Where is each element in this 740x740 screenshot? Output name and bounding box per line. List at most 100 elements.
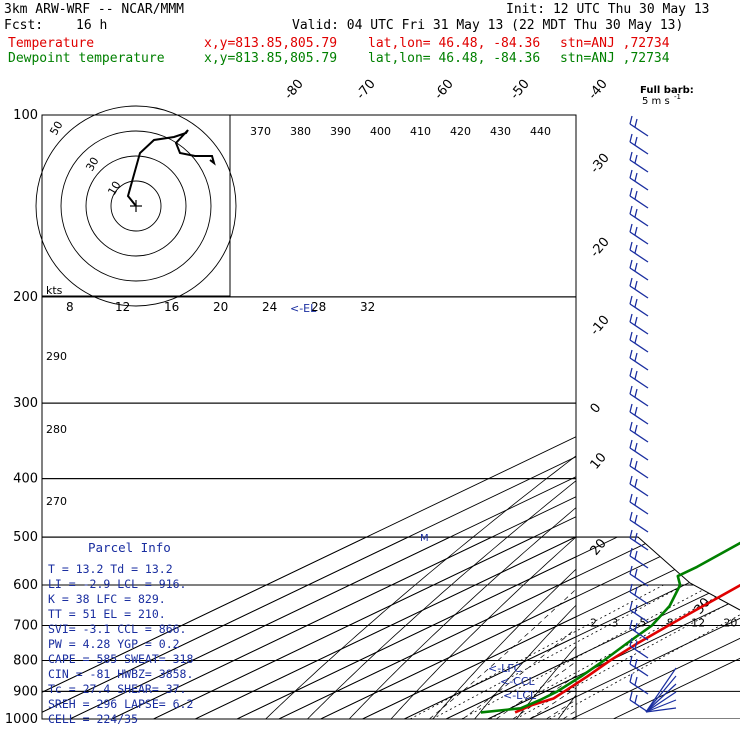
wind-barb-flag [629,205,633,215]
mixing-ratio-line [461,584,713,719]
wind-barb-staff [629,123,649,137]
moist-adiabat [580,297,740,719]
isotherm-label: -40 [586,77,611,103]
wind-barb-flag [629,259,633,269]
pressure-tick-label: 800 [13,653,38,668]
isotherm [236,537,740,719]
pressure-tick-label: 900 [13,684,38,699]
wind-barb-flag [629,331,633,341]
moist-adiabat [495,661,576,719]
parcel-info-row: K = 38 LFC = 829. [48,592,166,606]
hodograph-units: kts [46,284,63,297]
wind-barb-staff [629,159,649,173]
isotherm [320,537,740,719]
forecast-hour: 16 h [76,18,108,33]
wind-barb-staff [629,645,649,659]
panel-frames [41,114,740,720]
wind-barb-staff [629,375,649,389]
wind-barb-flag [629,601,633,611]
wind-barb-flag [634,370,638,380]
sounding-traces [480,541,740,714]
wind-barb-flag [634,280,638,290]
wind-barb-flag [634,496,638,506]
wind-barb-flag [629,151,633,161]
wind-barb-staff [629,501,649,515]
wind-barb-staff [629,231,649,245]
wind-barb-flag [634,262,638,272]
theta-label: 290 [46,350,67,363]
wind-barb-flag [634,388,638,398]
wind-barb-staff [629,627,649,641]
isotherm [195,537,740,719]
surface-barb [645,699,677,713]
wind-barb [629,187,649,209]
isotherm-label: -70 [354,77,379,103]
isotherm [278,537,740,719]
wind-barb-staff [629,195,649,209]
init-time: Init: 12 UTC Thu 30 May 13 [506,2,710,17]
pressure-tick-label: 600 [13,578,38,593]
wind-barb-staff [629,393,649,407]
dry-adiabat [474,604,576,719]
forecast-label: Fcst: [4,18,44,33]
theta-label: 420 [450,125,471,138]
isotherm-label: 20 [588,536,610,558]
isotherm [404,636,576,719]
wind-barb-flag [629,493,633,503]
wind-barb-staff [629,249,649,263]
parcel-info-box: Parcel Info T = 13.2 Td = 13.2 LI = -2.9… [48,540,193,726]
hodograph-ring-label: 10 [105,179,123,198]
theta-label: 380 [290,125,311,138]
wind-barb-flag [629,313,633,323]
moist-adiabat [429,588,576,719]
surface-barb [645,675,677,713]
pressure-tick-label: 700 [13,618,38,633]
mixing-ratio-label: 12 [691,617,705,630]
wind-barb-flag [634,622,638,632]
wind-barb [629,331,649,353]
wind-barb-flag [629,439,633,449]
wind-barb-staff [629,465,649,479]
wind-barb [629,457,649,479]
parcel-info-row: T = 13.2 Td = 13.2 [48,562,173,576]
wind-barb-staff [629,519,649,533]
wind-barb-flag [634,190,638,200]
hodograph-ring [85,155,187,257]
mixing-ratio-line [549,584,740,719]
wind-barb-staff [629,555,649,569]
surface-barb [645,691,677,713]
parcel-info-row: LI = -2.9 LCL = 916. [48,577,186,591]
wind-barb-flag [629,169,633,179]
wind-barb-flag [634,514,638,524]
valid-time: Valid: 04 UTC Fri 31 May 13 (22 MDT Thu … [292,18,684,33]
pressure-tick-label: 500 [13,530,38,545]
wind-barb-flag [629,223,633,233]
wind-barb-flag [634,334,638,344]
wind-barb-flag [629,349,633,359]
parcel-info-row: CELL = 224/35 [48,712,138,726]
wind-barb-staff [629,303,649,317]
parcel-info-row: PW = 4.28 YGP = 0.2 [48,637,180,651]
wind-barb-staff [629,321,649,335]
barb-key-title: Full barb: [640,85,694,96]
wind-barb [629,583,649,605]
wind-barb-staff [629,483,649,497]
dewpoint-trace [480,541,740,714]
temperature-legend: Temperature [8,36,95,51]
el-label: <-EL [290,302,317,315]
wind-barb-flag [629,655,633,665]
wind-barb-flag [629,457,633,467]
wind-barb-flag [634,640,638,650]
wind-barb-staff [629,609,649,623]
parcel-info-title: Parcel Info [88,540,171,555]
dry-adiabat [348,507,576,719]
wind-barb-flag [634,352,638,362]
wind-barb-staff [629,591,649,605]
wind-barb-flag [634,208,638,218]
wind-barb-flag [629,403,633,413]
wind-barb-flag [629,115,633,125]
wind-barb-flag [629,367,633,377]
moist-adiabat [462,627,576,719]
wind-barb-staff [629,681,649,695]
